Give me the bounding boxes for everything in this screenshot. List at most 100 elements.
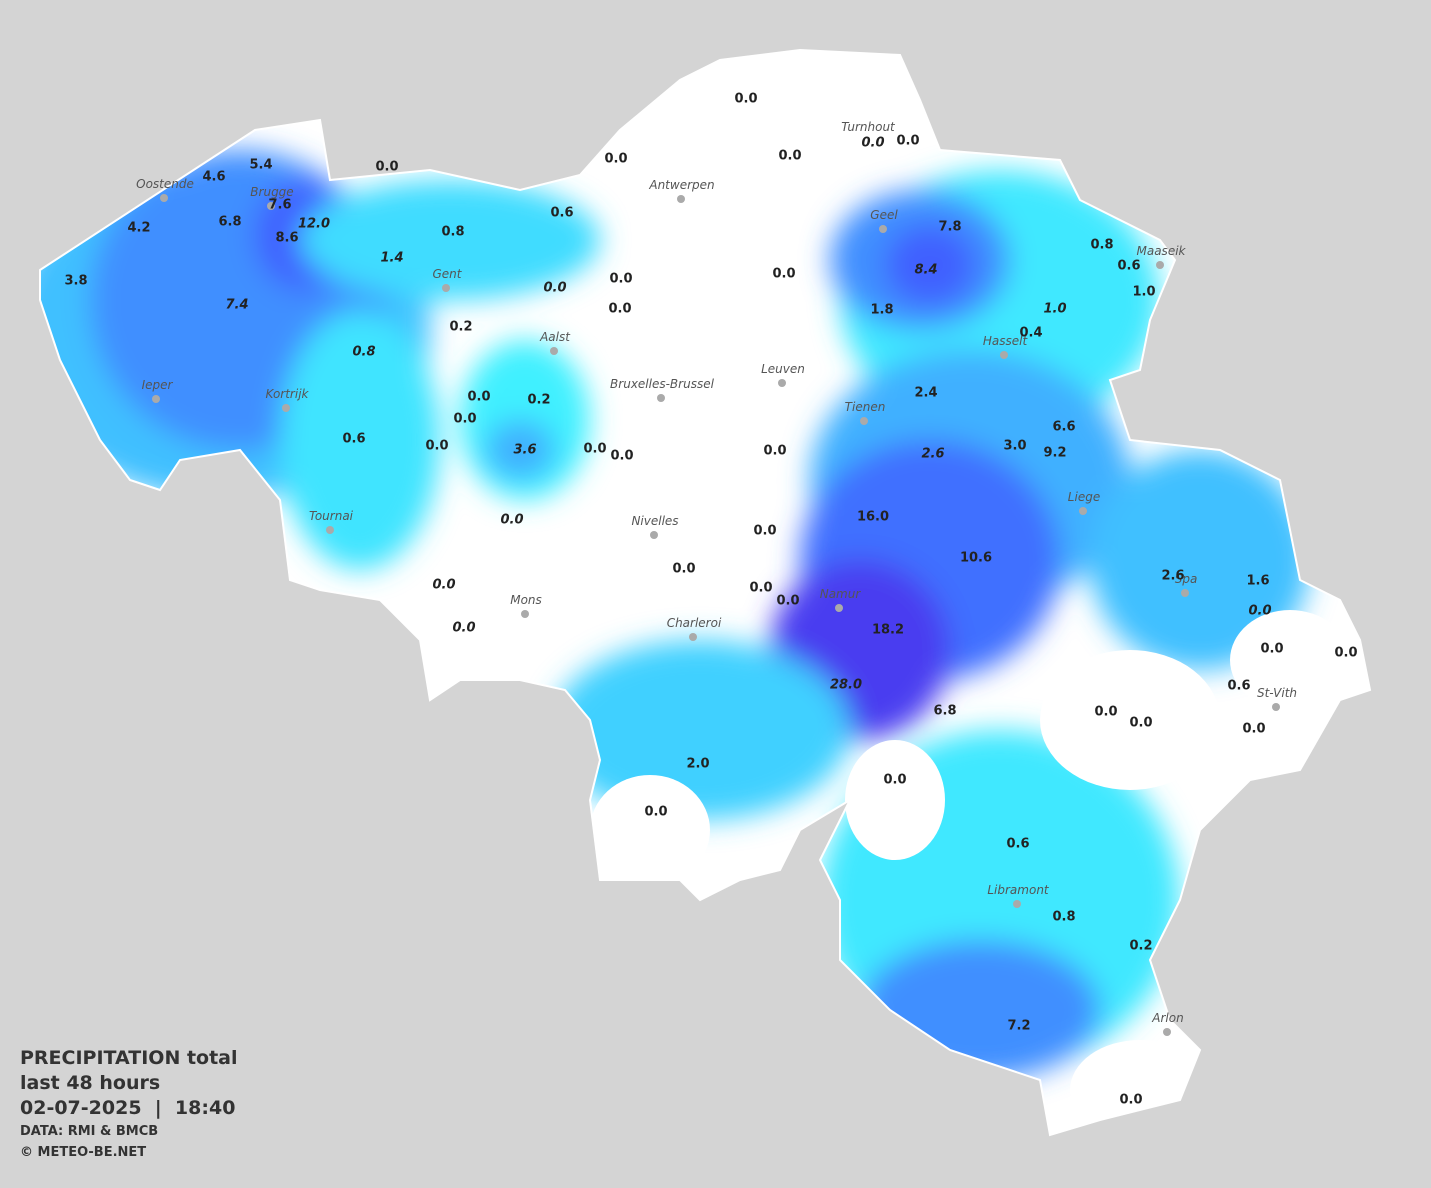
reading: 0.0 — [749, 581, 772, 596]
reading: 0.8 — [441, 225, 464, 240]
reading: 0.0 — [608, 302, 631, 317]
reading: 0.0 — [1334, 646, 1357, 661]
reading: 0.0 — [610, 449, 633, 464]
city-dot — [160, 194, 168, 202]
reading: 2.4 — [914, 386, 937, 401]
reading: 2.6 — [1161, 569, 1184, 584]
reading: 0.6 — [1117, 259, 1140, 274]
city-dot — [689, 633, 697, 641]
reading: 7.6 — [268, 198, 291, 213]
city-label: Maaseik — [1137, 244, 1187, 258]
reading: 1.6 — [1246, 574, 1269, 589]
city-label: Arlon — [1151, 1011, 1183, 1025]
reading: 16.0 — [857, 510, 889, 525]
reading: 0.0 — [500, 513, 523, 528]
city-dot — [1079, 507, 1087, 515]
reading: 0.0 — [604, 152, 627, 167]
city-label: Brugge — [250, 185, 293, 199]
city-label: Oostende — [136, 177, 194, 191]
city-label: Charleroi — [667, 616, 722, 630]
city-label: Liege — [1068, 490, 1100, 504]
reading: 6.8 — [218, 215, 241, 230]
city-label: Bruxelles-Brussel — [610, 377, 715, 391]
city-label: Aalst — [539, 330, 571, 344]
reading: 0.0 — [452, 621, 475, 636]
city-dot — [521, 610, 529, 618]
reading: 0.0 — [734, 92, 757, 107]
legend-copyright: © METEO-BE.NET — [20, 1145, 147, 1160]
city-dot — [1156, 261, 1164, 269]
reading: 0.6 — [1006, 837, 1029, 852]
reading: 3.8 — [64, 274, 87, 289]
reading: 8.4 — [914, 263, 937, 278]
reading: 0.2 — [527, 393, 550, 408]
reading: 0.4 — [1019, 326, 1042, 341]
reading: 10.6 — [960, 551, 992, 566]
city-label: Hasselt — [983, 334, 1029, 348]
city-dot — [550, 347, 558, 355]
legend-datetime: 02-07-2025 | 18:40 — [20, 1097, 236, 1119]
city-dot — [282, 404, 290, 412]
reading: 0.0 — [467, 390, 490, 405]
legend-title: PRECIPITATION total — [20, 1047, 238, 1069]
reading: 6.6 — [1052, 420, 1075, 435]
city-dot — [442, 284, 450, 292]
city-dot — [657, 394, 665, 402]
reading: 28.0 — [830, 678, 862, 693]
city-label: Libramont — [987, 883, 1050, 897]
city-dot — [650, 531, 658, 539]
reading: 0.0 — [672, 562, 695, 577]
reading: 7.4 — [225, 298, 248, 313]
city-label: St-Vith — [1257, 686, 1297, 700]
reading: 4.6 — [202, 170, 225, 185]
city-label: Leuven — [761, 362, 805, 376]
city-dot — [835, 604, 843, 612]
reading: 0.0 — [609, 272, 632, 287]
city-dot — [1000, 351, 1008, 359]
reading: 3.6 — [513, 443, 536, 458]
reading: 12.0 — [298, 217, 330, 232]
reading: 0.8 — [1090, 238, 1113, 253]
city-label: Tienen — [845, 400, 886, 414]
city-dot — [1013, 900, 1021, 908]
city-dot — [677, 195, 685, 203]
city-label: Nivelles — [631, 514, 678, 528]
reading: 6.8 — [933, 704, 956, 719]
reading: 0.0 — [375, 160, 398, 175]
reading: 18.2 — [872, 623, 904, 638]
reading: 0.0 — [1242, 722, 1265, 737]
reading: 0.0 — [432, 578, 455, 593]
city-label: Spa — [1175, 572, 1198, 586]
city-dot — [1163, 1028, 1171, 1036]
city-label: Kortrijk — [266, 387, 310, 401]
reading: 0.8 — [352, 345, 375, 360]
city-label: Gent — [433, 267, 463, 281]
city-label: Turnhout — [841, 120, 896, 134]
reading: 1.0 — [1132, 285, 1155, 300]
city-label: Namur — [820, 587, 862, 601]
reading: 2.6 — [921, 447, 944, 462]
legend-source: DATA: RMI & BMCB — [20, 1124, 159, 1139]
reading: 2.0 — [686, 757, 709, 772]
reading: 1.4 — [380, 251, 403, 266]
reading: 0.0 — [772, 267, 795, 282]
city-label: Antwerpen — [648, 178, 714, 192]
city-label: Tournai — [309, 509, 354, 523]
reading: 0.0 — [1094, 705, 1117, 720]
city-dot — [879, 225, 887, 233]
reading: 0.6 — [342, 432, 365, 447]
city-label: Geel — [870, 208, 898, 222]
reading: 0.2 — [449, 320, 472, 335]
reading: 0.0 — [778, 149, 801, 164]
reading: 0.2 — [1129, 939, 1152, 954]
reading: 0.0 — [861, 136, 884, 151]
reading: 0.0 — [776, 594, 799, 609]
reading: 0.0 — [883, 773, 906, 788]
reading: 5.4 — [249, 158, 272, 173]
city-label: Mons — [510, 593, 542, 607]
reading: 0.6 — [1227, 679, 1250, 694]
reading: 0.0 — [543, 281, 566, 296]
reading: 0.8 — [1052, 910, 1075, 925]
